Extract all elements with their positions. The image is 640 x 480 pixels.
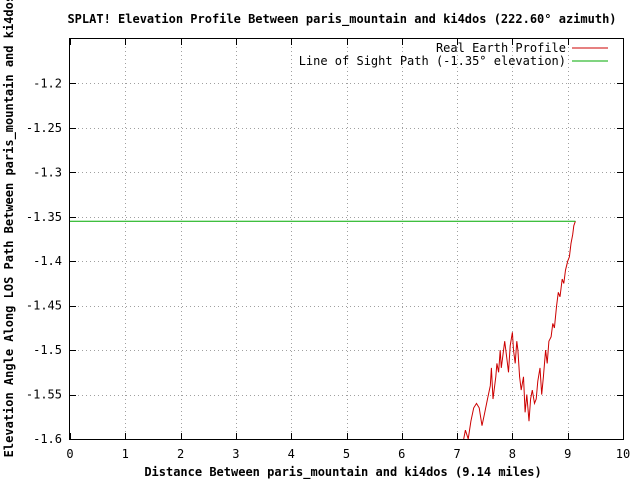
y-tick-label: -1.2 [33,76,62,90]
plot-frame [69,38,624,440]
chart-title: SPLAT! Elevation Profile Between paris_m… [67,12,616,27]
y-tick-label: -1.55 [26,388,62,402]
y-tick-label: -1.3 [33,165,62,179]
y-axis-label: Elevation Angle Along LOS Path Between p… [2,0,17,457]
x-tick-label: 0 [66,447,73,461]
x-tick-labels: 0 1 2 3 4 5 6 7 8 9 10 [66,447,630,461]
y-tick-label: -1.4 [33,254,62,268]
y-tick-labels: -1.2 -1.25 -1.3 -1.35 -1.4 -1.45 -1.5 -1.55 -1.6 [26,76,62,446]
real-earth-profile-line [463,221,576,440]
y-tick-label: -1.5 [33,343,62,357]
y-tick-label: -1.25 [26,121,62,135]
x-tick-label: 9 [564,447,571,461]
x-tick-label: 5 [343,447,350,461]
x-tick-label: 8 [509,447,516,461]
x-tick-label: 7 [453,447,460,461]
y-tick-label: -1.6 [33,432,62,446]
legend: Real Earth Profile Line of Sight Path (-… [299,41,608,68]
legend-label-line-of-sight-path: Line of Sight Path (-1.35° elevation) [299,54,566,68]
x-tick-label: 6 [398,447,405,461]
x-tick-label: 2 [177,447,184,461]
x-tick-label: 10 [616,447,630,461]
x-axis-label: Distance Between paris_mountain and ki4d… [144,465,541,480]
x-tick-label: 1 [122,447,129,461]
axis-ticks [70,39,624,440]
x-tick-label: 3 [232,447,239,461]
legend-label-real-earth-profile: Real Earth Profile [436,41,566,55]
x-tick-label: 4 [288,447,295,461]
data-series [70,220,576,440]
grid-lines [70,39,623,439]
y-tick-label: -1.45 [26,299,62,313]
y-tick-label: -1.35 [26,210,62,224]
